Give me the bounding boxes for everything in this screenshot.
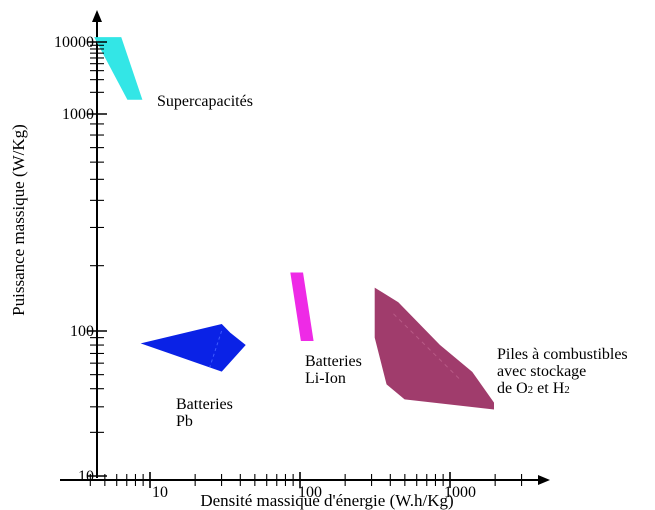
ticks — [87, 41, 523, 488]
y-tick-label: 10 — [78, 468, 94, 485]
x-axis-title: Densité massique d'énergie (W.h/Kg) — [200, 491, 453, 510]
x-tick-label: 100 — [298, 484, 322, 501]
region-fuelcell — [374, 287, 494, 410]
region-pb — [140, 324, 246, 372]
x-tick-label: 1000 — [444, 484, 476, 501]
annotation-pb: Batteries Pb — [176, 396, 233, 430]
annotation-supercap: Supercapacités — [157, 93, 253, 110]
region-liion — [290, 272, 314, 341]
y-axis-arrow — [92, 10, 102, 22]
region-fuelcell-shade — [393, 313, 463, 382]
annotation-liion: Batteries Li-Ion — [305, 353, 362, 387]
y-tick-label: 1000 — [62, 106, 94, 123]
annotation-fuelcell: Piles à combustibles avec stockage — [497, 346, 628, 380]
annotation-fuelcell-gases: de O2 et H2 — [497, 380, 570, 397]
region-pb-shade — [209, 330, 223, 368]
x-axis-arrow — [538, 475, 550, 485]
y-axis-title: Puissance massique (W/Kg) — [9, 124, 28, 316]
y-tick-label: 100 — [70, 323, 94, 340]
region-supercap — [94, 37, 143, 100]
x-tick-label: 10 — [152, 484, 168, 501]
regions — [94, 37, 494, 410]
y-tick-label: 10000 — [54, 34, 94, 51]
labels: 10 100 1000 10000 10 100 1000 Supercapacités Bat… — [54, 34, 628, 501]
